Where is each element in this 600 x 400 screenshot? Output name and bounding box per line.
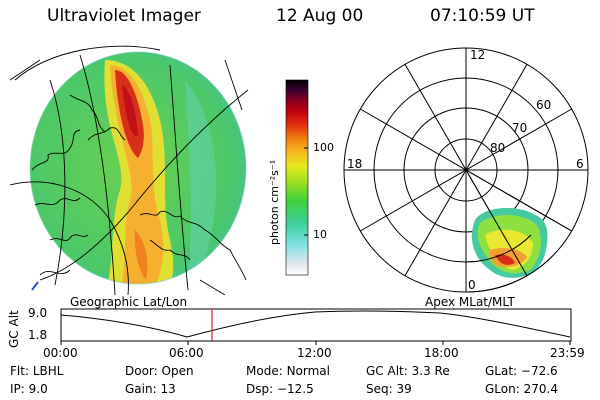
flt-value: LBHL xyxy=(32,364,64,378)
mode-field: Mode: Normal xyxy=(246,364,330,378)
altitude-timeline-plot xyxy=(60,308,572,345)
date-label: 12 Aug 00 xyxy=(276,6,364,26)
time-label: 07:10:59 UT xyxy=(430,6,535,26)
gcalt-value: 3.3 Re xyxy=(411,364,450,378)
ip-value: 9.0 xyxy=(28,382,48,396)
mlt-label-18: 18 xyxy=(347,157,363,171)
mlt-label-0: 0 xyxy=(468,278,476,292)
polar-mlat-mlt-plot xyxy=(343,47,589,293)
door-value: Open xyxy=(161,364,194,378)
geographic-image-panel xyxy=(10,45,249,295)
alt-ytick-low: 1.8 xyxy=(28,328,48,342)
gcalt-field: GC Alt: 3.3 Re xyxy=(366,364,450,378)
flt-label: Flt: xyxy=(10,364,29,378)
glon-label: GLon: xyxy=(485,382,520,396)
flt-field: Flt: LBHL xyxy=(10,364,63,378)
aurora-image xyxy=(30,52,246,284)
dsp-label: Dsp: xyxy=(246,382,274,396)
glat-label: GLat: xyxy=(485,364,518,378)
door-field: Door: Open xyxy=(125,364,194,378)
dsp-field: Dsp: −12.5 xyxy=(246,382,314,396)
altitude-curve xyxy=(60,310,571,338)
ip-field: IP: 9.0 xyxy=(10,382,48,396)
color-scale-bar xyxy=(285,79,309,276)
colorbar-tick-10: 10 xyxy=(313,228,327,241)
mlat-label-60: 60 xyxy=(536,98,552,112)
seq-value: 39 xyxy=(396,382,412,396)
alt-xtick-0000: 00:00 xyxy=(43,346,78,360)
mlat-label-70: 70 xyxy=(512,121,528,135)
mlt-label-12: 12 xyxy=(470,48,486,62)
dsp-value: −12.5 xyxy=(276,382,314,396)
alt-xtick-0600: 06:00 xyxy=(169,346,204,360)
gain-label: Gain: xyxy=(125,382,157,396)
lat-lon-grid xyxy=(10,45,249,295)
apex-projection-label: Apex MLat/MLT xyxy=(425,295,515,309)
aurora-blob xyxy=(471,208,548,278)
spacecraft-marker xyxy=(31,281,39,291)
mlt-label-6: 6 xyxy=(576,157,584,171)
seq-label: Seq: xyxy=(366,382,393,396)
mode-value: Normal xyxy=(286,364,330,378)
glon-value: 270.4 xyxy=(523,382,558,396)
colorbar-tick-100: 100 xyxy=(313,141,334,154)
instrument-title: Ultraviolet Imager xyxy=(47,6,201,26)
alt-plot-ylabel: GC Alt xyxy=(7,310,21,348)
glat-field: GLat: −72.6 xyxy=(485,364,558,378)
glat-value: −72.6 xyxy=(520,364,558,378)
seq-field: Seq: 39 xyxy=(366,382,412,396)
ip-label: IP: xyxy=(10,382,25,396)
gain-value: 13 xyxy=(160,382,176,396)
glon-field: GLon: 270.4 xyxy=(485,382,558,396)
mlat-label-80: 80 xyxy=(490,141,506,155)
mode-label: Mode: xyxy=(246,364,283,378)
gcalt-label: GC Alt: xyxy=(366,364,408,378)
alt-xtick-2359: 23:59 xyxy=(550,346,585,360)
geographic-projection-label: Geographic Lat/Lon xyxy=(70,295,188,309)
alt-ytick-high: 9.0 xyxy=(28,306,48,320)
alt-xtick-1200: 12:00 xyxy=(297,346,332,360)
gain-field: Gain: 13 xyxy=(125,382,176,396)
alt-xtick-1800: 18:00 xyxy=(424,346,459,360)
door-label: Door: xyxy=(125,364,158,378)
colorbar-unit-label: photon cm⁻²s⁻¹ xyxy=(268,159,281,245)
